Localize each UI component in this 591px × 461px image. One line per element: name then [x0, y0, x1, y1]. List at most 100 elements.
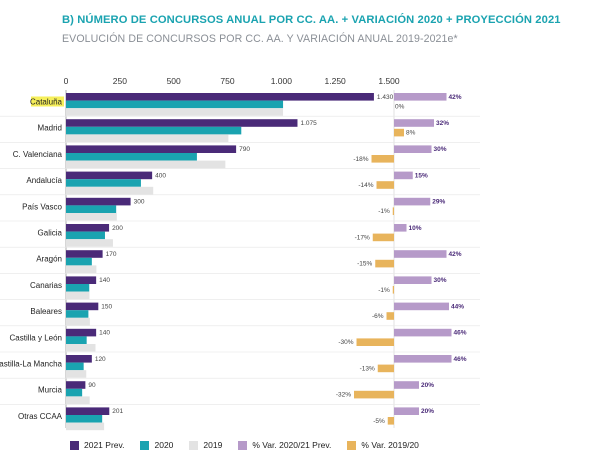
pct-label-2019: 0% [395, 103, 405, 110]
pct-label-2021: 29% [432, 199, 445, 206]
bar-2021-prev [66, 276, 97, 284]
legend-item: % Var. 2020/21 Prev. [238, 440, 331, 450]
pct-label-2019: -13% [360, 365, 375, 372]
bar-2019 [66, 186, 154, 195]
pct-label-2021: 20% [421, 382, 434, 389]
x-tick-label: 1.500 [378, 76, 400, 86]
bar-2020 [66, 310, 89, 318]
bar-2021-prev [66, 250, 103, 258]
bar-2021-prev [66, 224, 110, 232]
bar-2019 [66, 317, 90, 326]
bar-var-2021 [394, 119, 434, 127]
bar-var-2019 [375, 259, 394, 268]
pct-label-2021: 30% [434, 146, 447, 153]
bar-2019 [66, 396, 90, 404]
pct-label-2021: 42% [449, 94, 462, 101]
bar-2021-prev [66, 407, 110, 415]
bar-var-2019 [387, 417, 394, 425]
pct-label-2021: 42% [449, 251, 462, 258]
legend-label: 2020 [154, 440, 174, 450]
bar-2020 [66, 126, 242, 135]
chart-subtitle: EVOLUCIÓN DE CONCURSOS POR CC. AA. Y VAR… [62, 33, 458, 45]
x-tick-label: 0 [64, 76, 69, 86]
bar-var-2019 [354, 390, 394, 399]
bar-2019 [66, 239, 113, 247]
bar-var-2021 [394, 355, 452, 363]
category-label: Cataluña [30, 98, 63, 107]
value-label-2021: 150 [101, 303, 112, 310]
bar-2019 [66, 265, 97, 273]
bar-2021-prev [66, 145, 237, 153]
bar-2019 [66, 291, 90, 300]
pct-label-2021: 46% [454, 330, 467, 337]
value-label-2021: 790 [239, 146, 250, 153]
bar-2019 [66, 213, 117, 221]
category-label: Madrid [38, 124, 62, 133]
bar-var-2021 [394, 171, 413, 180]
bar-2020 [66, 336, 87, 344]
pct-label-2019: -15% [357, 261, 372, 268]
pct-label-2021: 46% [454, 356, 467, 363]
x-tick-label: 1.000 [271, 76, 293, 86]
legend-item: % Var. 2019/20 [347, 440, 419, 450]
category-label: Canarias [30, 281, 62, 290]
category-label: Castilla y León [10, 333, 62, 342]
x-tick-label: 750 [220, 76, 234, 86]
bar-2021-prev [66, 93, 374, 101]
pct-label-2019: -32% [336, 392, 351, 399]
bar-var-2021 [394, 224, 407, 232]
bar-var-2019 [392, 207, 394, 215]
pct-label-2019: -30% [338, 339, 353, 346]
bar-2019 [66, 344, 96, 352]
bar-2019 [66, 134, 229, 142]
legend-label: 2019 [203, 440, 223, 450]
bar-var-2021 [394, 302, 449, 311]
legend-item: 2020 [140, 440, 173, 450]
x-tick-label: 1.250 [325, 76, 347, 86]
chart-title: B) NÚMERO DE CONCURSOS ANUAL POR CC. AA.… [62, 14, 561, 26]
legend-swatch [189, 440, 199, 450]
pct-label-2019: -1% [378, 287, 390, 294]
bar-2019 [66, 422, 105, 431]
chart-area: 0 250 500 750 1.000 1.250 1.500 Cataluña 1.430 42… [0, 76, 480, 431]
category-label: Castilla-La Mancha [0, 360, 63, 369]
pct-label-2021: 10% [409, 225, 422, 232]
value-label-2021: 201 [112, 408, 123, 415]
pct-label-2019: 8% [406, 130, 416, 137]
value-label-2021: 140 [99, 330, 110, 337]
value-label-2021: 120 [95, 356, 106, 363]
bar-var-2021 [394, 381, 419, 389]
legend-swatch [140, 440, 150, 450]
bar-var-2021 [394, 93, 447, 101]
value-label-2021: 90 [88, 382, 96, 389]
bar-var-2021 [394, 407, 419, 415]
pct-label-2019: -17% [355, 234, 370, 241]
category-label: C. Valenciana [13, 150, 63, 159]
value-label-2021: 1.430 [377, 94, 394, 101]
legend-label: % Var. 2019/20 [361, 440, 419, 450]
bar-var-2019 [386, 312, 394, 320]
value-label-2021: 170 [106, 251, 117, 258]
bar-2020 [66, 415, 103, 423]
bar-var-2019 [372, 233, 394, 242]
x-tick-label: 500 [167, 76, 181, 86]
legend-swatch [347, 440, 357, 450]
bar-2019 [66, 108, 284, 116]
bar-var-2021 [394, 197, 431, 206]
bar-2021-prev [66, 381, 86, 389]
bar-2019 [66, 370, 87, 378]
bar-var-2021 [394, 145, 432, 153]
category-label: País Vasco [22, 202, 62, 211]
bar-2021-prev [66, 171, 153, 180]
bar-2020 [66, 257, 92, 266]
bar-var-2019 [371, 155, 394, 163]
legend-item: 2021 Prev. [70, 440, 124, 450]
legend-label: % Var. 2020/21 Prev. [252, 440, 332, 450]
bar-2021-prev [66, 328, 97, 337]
legend-swatch [70, 440, 79, 450]
pct-label-2021: 32% [436, 120, 449, 127]
pct-label-2019: -1% [378, 208, 390, 215]
x-tick-label: 250 [113, 76, 127, 86]
bar-2020 [66, 179, 141, 187]
category-label: Aragón [36, 255, 62, 264]
